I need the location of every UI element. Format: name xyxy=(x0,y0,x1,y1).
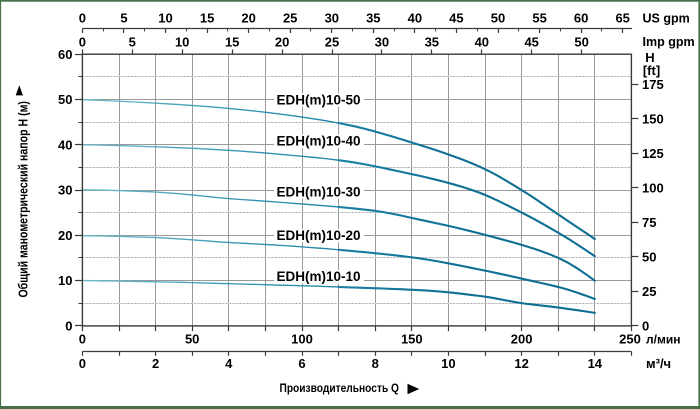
svg-text:200: 200 xyxy=(511,332,533,347)
svg-text:0: 0 xyxy=(79,332,86,347)
svg-text:л/мин: л/мин xyxy=(646,333,680,347)
svg-text:15: 15 xyxy=(200,11,214,26)
svg-text:150: 150 xyxy=(401,332,423,347)
svg-text:25: 25 xyxy=(325,34,339,49)
svg-text:Imp gpm: Imp gpm xyxy=(643,35,695,49)
svg-text:5: 5 xyxy=(120,11,127,26)
svg-text:30: 30 xyxy=(375,34,389,49)
svg-text:0: 0 xyxy=(79,356,86,371)
svg-text:150: 150 xyxy=(642,112,664,127)
svg-text:175: 175 xyxy=(642,77,664,92)
svg-text:50: 50 xyxy=(185,332,199,347)
svg-text:EDH(m)10-50: EDH(m)10-50 xyxy=(277,93,361,108)
svg-text:30: 30 xyxy=(58,183,72,198)
svg-text:Общий манометрический напор H: Общий манометрический напор H (м) xyxy=(16,101,31,297)
svg-text:50: 50 xyxy=(491,11,505,26)
svg-text:EDH(m)10-10: EDH(m)10-10 xyxy=(277,269,361,284)
svg-text:EDH(m)10-30: EDH(m)10-30 xyxy=(277,184,361,199)
svg-text:50: 50 xyxy=(642,250,656,265)
svg-text:[ft]: [ft] xyxy=(643,63,660,78)
svg-text:10: 10 xyxy=(158,11,172,26)
svg-text:40: 40 xyxy=(408,11,422,26)
svg-text:35: 35 xyxy=(425,34,439,49)
svg-text:10: 10 xyxy=(175,34,189,49)
svg-text:14: 14 xyxy=(588,356,603,371)
svg-text:40: 40 xyxy=(475,34,489,49)
svg-text:45: 45 xyxy=(524,34,538,49)
svg-text:15: 15 xyxy=(225,34,239,49)
svg-text:50: 50 xyxy=(58,92,72,107)
svg-text:20: 20 xyxy=(275,34,289,49)
svg-text:0: 0 xyxy=(79,34,86,49)
svg-text:EDH(m)10-20: EDH(m)10-20 xyxy=(277,228,361,243)
svg-text:US gpm: US gpm xyxy=(643,11,690,25)
svg-text:35: 35 xyxy=(366,11,380,26)
svg-text:8: 8 xyxy=(372,356,379,371)
svg-text:40: 40 xyxy=(58,137,72,152)
svg-text:55: 55 xyxy=(532,11,546,26)
svg-text:100: 100 xyxy=(642,181,664,196)
svg-text:60: 60 xyxy=(58,47,72,62)
svg-text:EDH(m)10-40: EDH(m)10-40 xyxy=(277,134,361,149)
svg-text:6: 6 xyxy=(298,356,305,371)
svg-text:Производительность Q: Производительность Q xyxy=(280,383,400,395)
svg-text:0: 0 xyxy=(79,11,86,26)
svg-text:125: 125 xyxy=(642,146,664,161)
svg-text:м³/ч: м³/ч xyxy=(646,356,671,371)
svg-text:2: 2 xyxy=(152,356,159,371)
svg-text:65: 65 xyxy=(615,11,629,26)
svg-text:250: 250 xyxy=(619,332,641,347)
svg-text:10: 10 xyxy=(58,273,72,288)
svg-text:H: H xyxy=(645,50,654,65)
svg-text:0: 0 xyxy=(65,319,72,334)
svg-text:20: 20 xyxy=(58,228,72,243)
svg-text:25: 25 xyxy=(642,284,656,299)
svg-text:10: 10 xyxy=(441,356,455,371)
svg-text:30: 30 xyxy=(325,11,339,26)
svg-text:4: 4 xyxy=(225,356,233,371)
svg-text:20: 20 xyxy=(241,11,255,26)
svg-text:5: 5 xyxy=(129,34,136,49)
svg-text:0: 0 xyxy=(642,319,649,334)
svg-text:50: 50 xyxy=(574,34,588,49)
svg-text:60: 60 xyxy=(574,11,588,26)
svg-text:12: 12 xyxy=(514,356,528,371)
svg-text:100: 100 xyxy=(291,332,313,347)
svg-text:75: 75 xyxy=(642,215,656,230)
svg-text:45: 45 xyxy=(449,11,463,26)
svg-text:25: 25 xyxy=(283,11,297,26)
